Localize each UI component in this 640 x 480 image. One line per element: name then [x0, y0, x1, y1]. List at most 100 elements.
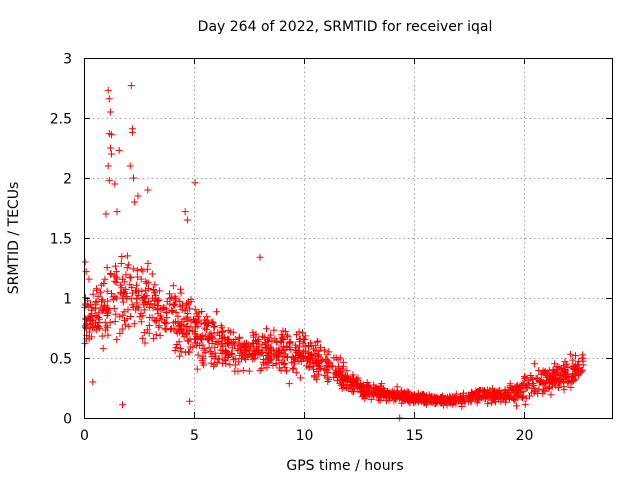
data-point [279, 353, 287, 361]
data-point [224, 341, 232, 349]
data-point [541, 387, 549, 395]
data-point [144, 259, 152, 267]
data-point [168, 325, 176, 333]
data-point [197, 319, 205, 327]
data-point [171, 292, 179, 300]
x-tick-labels: 0 5 10 15 20 [80, 428, 533, 444]
data-point [122, 285, 130, 293]
data-point [108, 131, 115, 139]
data-point [336, 354, 344, 362]
data-point [279, 346, 287, 354]
data-point [398, 399, 406, 407]
data-point [173, 341, 181, 348]
data-point [547, 391, 555, 399]
data-point [308, 352, 316, 360]
data-point [129, 265, 137, 273]
data-point [458, 396, 466, 404]
data-point [222, 360, 230, 368]
x-tick-label: 10 [296, 428, 314, 444]
data-point [163, 309, 171, 317]
data-point [235, 334, 243, 342]
data-point [204, 316, 212, 324]
data-point [156, 287, 164, 295]
data-point [336, 376, 344, 384]
data-point [543, 377, 550, 385]
data-point [144, 186, 152, 194]
data-point [522, 374, 530, 382]
data-point [209, 319, 217, 327]
data-point [268, 345, 276, 353]
data-point [555, 364, 563, 372]
data-point [119, 275, 126, 283]
data-point [286, 338, 294, 346]
data-point [156, 332, 164, 339]
data-point [567, 372, 575, 380]
data-point [105, 176, 113, 184]
data-point [315, 370, 323, 378]
data-point [238, 355, 245, 363]
y-tick-label: 0 [63, 412, 72, 428]
data-point [117, 260, 125, 267]
data-point [568, 362, 576, 370]
data-point [104, 324, 111, 332]
data-point [342, 381, 350, 389]
data-point [480, 388, 487, 396]
data-point [267, 355, 275, 363]
data-point [281, 352, 289, 360]
data-point [120, 308, 128, 316]
data-point [99, 344, 107, 352]
data-point [228, 349, 235, 357]
y-tick-label: 1 [63, 292, 72, 308]
data-point [301, 332, 309, 340]
data-point [358, 393, 366, 401]
data-point [89, 304, 97, 312]
data-point [172, 327, 180, 335]
data-point [218, 328, 226, 336]
data-point [541, 370, 549, 378]
data-point [106, 108, 114, 116]
data-point [124, 261, 132, 269]
data-point [310, 372, 318, 380]
data-point [388, 387, 396, 395]
data-point [119, 298, 127, 306]
data-point [91, 312, 99, 319]
data-point [423, 396, 431, 404]
data-point [313, 338, 321, 346]
data-point [343, 367, 351, 375]
data-point [112, 278, 120, 286]
data-point [260, 334, 268, 341]
data-point [152, 331, 160, 339]
data-point [103, 304, 111, 312]
data-point [396, 393, 404, 401]
data-point [103, 322, 111, 330]
data-point [193, 365, 201, 373]
data-point [97, 288, 104, 296]
data-point [294, 353, 302, 361]
data-point [104, 308, 112, 316]
data-point [228, 350, 236, 358]
data-point [111, 318, 119, 325]
data-point [108, 290, 115, 297]
data-point [182, 331, 190, 339]
data-point [172, 343, 180, 351]
data-point [95, 319, 103, 326]
data-point [317, 344, 324, 352]
data-point [443, 401, 451, 409]
data-point [209, 335, 216, 343]
data-point [561, 368, 569, 376]
data-point [168, 308, 176, 316]
data-point [140, 306, 148, 314]
data-point [89, 290, 97, 298]
data-point [98, 332, 106, 340]
data-point [314, 352, 322, 360]
data-point [515, 392, 522, 400]
data-point [374, 386, 382, 394]
data-point [102, 210, 110, 218]
data-point [109, 293, 117, 301]
data-point [130, 174, 137, 182]
data-point [519, 379, 527, 387]
data-point [238, 347, 246, 354]
data-point [556, 376, 564, 384]
data-point [240, 340, 248, 347]
